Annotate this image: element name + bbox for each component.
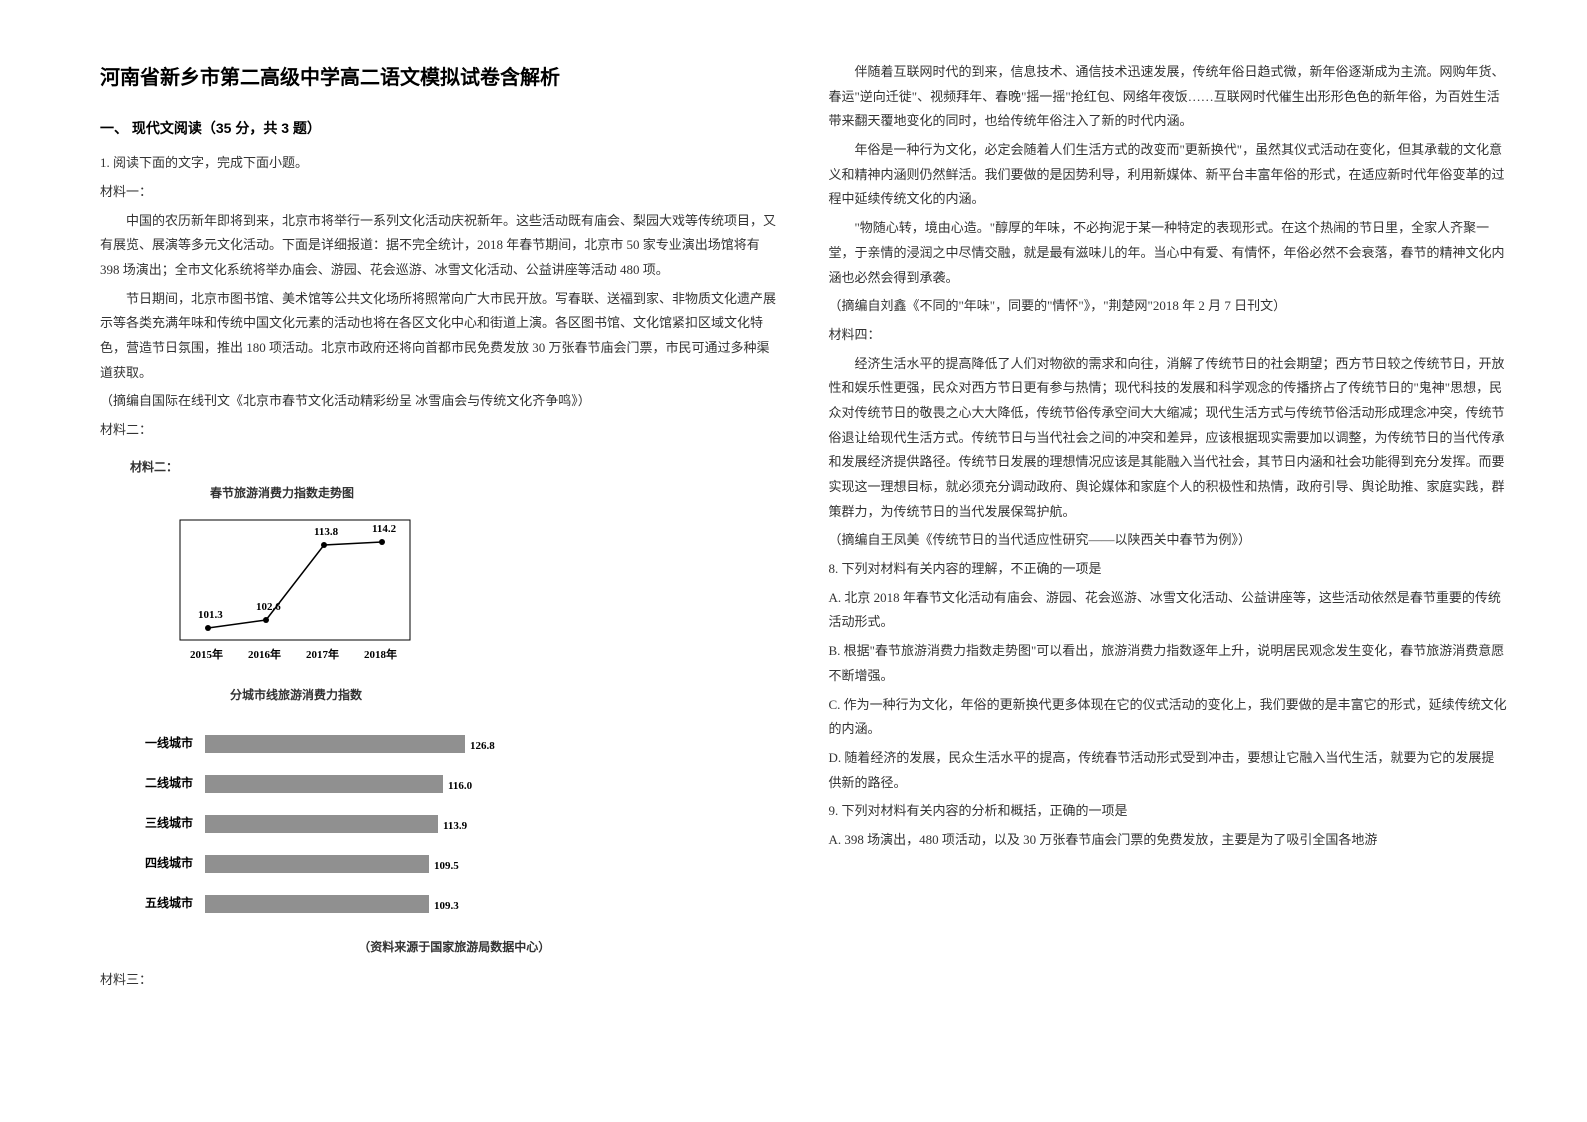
q8-option-a: A. 北京 2018 年春节文化活动有庙会、游园、花会巡游、冰雪文化活动、公益讲… [829, 586, 1508, 635]
material3-p1: 伴随着互联网时代的到来，信息技术、通信技术迅速发展，传统年俗日趋式微，新年俗逐渐… [829, 60, 1508, 134]
material2-label: 材料二： [100, 418, 779, 443]
material1-p1: 中国的农历新年即将到来，北京市将举行一系列文化活动庆祝新年。这些活动既有庙会、梨… [100, 209, 779, 283]
question-intro: 1. 阅读下面的文字，完成下面小题。 [100, 151, 779, 176]
bar-chart: 一线城市 126.8 二线城市 116.0 三线城市 113.9 四线城市 10… [130, 722, 530, 932]
svg-text:2015年: 2015年 [190, 647, 223, 661]
svg-text:113.8: 113.8 [314, 526, 339, 538]
material1-p2: 节日期间，北京市图书馆、美术馆等公共文化场所将照常向广大市民开放。写春联、送福到… [100, 287, 779, 386]
svg-text:116.0: 116.0 [448, 780, 473, 792]
document-title: 河南省新乡市第二高级中学高二语文模拟试卷含解析 [100, 60, 779, 96]
svg-text:109.5: 109.5 [434, 860, 459, 872]
right-column: 伴随着互联网时代的到来，信息技术、通信技术迅速发展，传统年俗日趋式微，新年俗逐渐… [829, 60, 1508, 1082]
line-chart: 101.3 102.6 113.8 114.2 2015年 2016年 2017… [130, 510, 430, 670]
material3-label: 材料三： [100, 968, 779, 993]
svg-text:一线城市: 一线城市 [145, 735, 193, 750]
q8-option-d: D. 随着经济的发展，民众生活水平的提高，传统春节活动形式受到冲击，要想让它融入… [829, 746, 1508, 795]
svg-text:101.3: 101.3 [198, 609, 223, 621]
svg-text:109.3: 109.3 [434, 900, 459, 912]
material4-source: （摘编自王凤美《传统节日的当代适应性研究——以陕西关中春节为例》） [829, 528, 1508, 553]
material3-p2: 年俗是一种行为文化，必定会随着人们生活方式的改变而"更新换代"，虽然其仪式活动在… [829, 138, 1508, 212]
svg-text:2018年: 2018年 [364, 647, 397, 661]
material2-header: 材料二： [130, 457, 779, 479]
section-header: 一、 现代文阅读（35 分，共 3 题） [100, 116, 779, 141]
bar-chart-title: 分城市线旅游消费力指数 [230, 685, 779, 707]
svg-text:114.2: 114.2 [372, 523, 397, 535]
q8-option-c: C. 作为一种行为文化，年俗的更新换代更多体现在它的仪式活动的变化上，我们要做的… [829, 693, 1508, 742]
q8-option-b: B. 根据"春节旅游消费力指数走势图"可以看出，旅游消费力指数逐年上升，说明居民… [829, 639, 1508, 688]
svg-text:102.6: 102.6 [256, 601, 281, 613]
left-column: 河南省新乡市第二高级中学高二语文模拟试卷含解析 一、 现代文阅读（35 分，共 … [100, 60, 779, 1082]
chart-source: （资料来源于国家旅游局数据中心） [130, 937, 779, 959]
svg-text:2017年: 2017年 [306, 647, 339, 661]
svg-text:五线城市: 五线城市 [145, 895, 193, 910]
svg-text:2016年: 2016年 [248, 647, 281, 661]
svg-text:四线城市: 四线城市 [145, 855, 193, 870]
material4-p1: 经济生活水平的提高降低了人们对物欲的需求和向往，消解了传统节日的社会期望；西方节… [829, 352, 1508, 525]
material1-label: 材料一： [100, 180, 779, 205]
material3-source: （摘编自刘鑫《不同的"年味"，同要的"情怀"》，"荆楚网"2018 年 2 月 … [829, 294, 1508, 319]
material1-source: （摘编自国际在线刊文《北京市春节文化活动精彩纷呈 冰雪庙会与传统文化齐争鸣》） [100, 389, 779, 414]
q9: 9. 下列对材料有关内容的分析和概括，正确的一项是 [829, 799, 1508, 824]
svg-text:二线城市: 二线城市 [145, 775, 193, 790]
material3-p3: "物随心转，境由心造。"醇厚的年味，不必拘泥于某一种特定的表现形式。在这个热闹的… [829, 216, 1508, 290]
q9-option-a: A. 398 场演出，480 项活动，以及 30 万张春节庙会门票的免费发放，主… [829, 828, 1508, 853]
chart-container: 材料二： 春节旅游消费力指数走势图 101.3 102.6 113.8 114.… [130, 457, 779, 958]
svg-text:113.9: 113.9 [443, 820, 468, 832]
line-chart-title: 春节旅游消费力指数走势图 [210, 483, 779, 505]
svg-text:126.8: 126.8 [470, 740, 495, 752]
svg-text:三线城市: 三线城市 [145, 815, 193, 830]
material4-label: 材料四： [829, 323, 1508, 348]
q8: 8. 下列对材料有关内容的理解，不正确的一项是 [829, 557, 1508, 582]
